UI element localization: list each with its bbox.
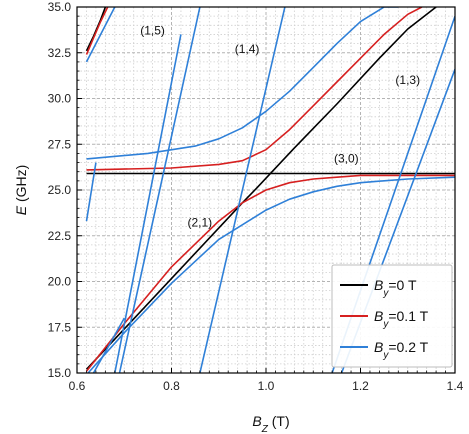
y-tick-label: 30.0	[48, 92, 72, 106]
annotation-label: (2,1)	[188, 216, 213, 230]
series-layer	[85, 7, 455, 373]
series-by-0-1-t	[85, 7, 455, 372]
y-tick-label: 32.5	[48, 46, 72, 60]
y-axis-label: E (GHz)	[13, 165, 29, 216]
series-line	[86, 7, 399, 160]
annotation-label: (3,0)	[334, 152, 359, 166]
x-tick-label: 1.0	[258, 379, 275, 393]
y-tick-label: 25.0	[48, 183, 72, 197]
series-line	[87, 176, 455, 373]
annotation-label: (1,3)	[395, 73, 420, 87]
legend-entry-label: By=0.1 T	[374, 308, 429, 330]
legend-entry-label: By=0.2 T	[374, 339, 429, 361]
y-tick-label: 17.5	[48, 320, 72, 334]
annotation-label: (1,5)	[140, 23, 165, 37]
y-axis-label-main: E	[13, 205, 29, 215]
y-tick-label: 27.5	[48, 137, 72, 151]
y-tick-label: 15.0	[48, 366, 72, 380]
y-tick-label: 35.0	[48, 0, 72, 14]
y-tick-label: 20.0	[48, 275, 72, 289]
series-line	[85, 162, 97, 222]
legend-box	[331, 264, 453, 368]
x-tick-label: 0.6	[69, 379, 86, 393]
curve-annotations: (1,5) (1,4) (1,3) (3,0) (2,1)	[140, 23, 420, 229]
series-line	[85, 7, 116, 63]
y-tick-label: 22.5	[48, 229, 72, 243]
x-tick-label: 0.8	[163, 379, 180, 393]
x-axis-label: BZ (T)	[252, 413, 289, 434]
series-by-0-2-t	[85, 7, 455, 373]
series-line	[118, 7, 201, 373]
x-axis-label-sub: Z	[261, 424, 269, 434]
series-line	[85, 174, 455, 372]
y-axis-label-unit: (GHz)	[13, 165, 29, 206]
x-tick-label: 1.2	[352, 379, 369, 393]
axis-ticks: 0.6 0.8 1.0 1.2 1.4 15.0 17.5 20.0 22.5 25.0 27.5 3…	[48, 0, 464, 393]
series-line	[199, 7, 286, 373]
series-line	[85, 7, 109, 55]
annotation-label: (1,4)	[235, 42, 260, 56]
series-line	[86, 7, 423, 171]
legend-entry-label: By=0 T	[374, 277, 417, 299]
series-line	[92, 317, 125, 373]
legend: By=0 T By=0.1 T By=0.2 T	[331, 264, 453, 368]
series-line	[114, 34, 182, 373]
x-tick-label: 1.4	[447, 379, 464, 393]
x-axis-label-unit: (T)	[268, 413, 290, 429]
x-axis-label-main: B	[252, 413, 261, 429]
series-line	[85, 7, 437, 370]
